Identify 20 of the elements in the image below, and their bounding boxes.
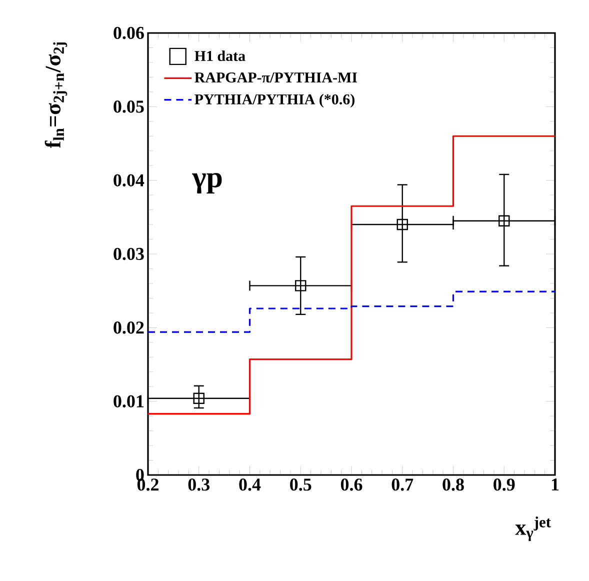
annotation: γp — [192, 173, 222, 194]
x-tick-label: 1 — [552, 478, 559, 490]
x-tick-label: 0.3 — [188, 478, 210, 491]
legend-label: PYTHIA/PYTHIA (*0.6) — [194, 94, 354, 108]
x-tick-label: 0.6 — [340, 478, 362, 491]
x-tick-label: 0.5 — [290, 478, 312, 491]
y-tick-label: 0.06 — [114, 26, 144, 40]
y-axis-title: f$_{ln}$=σ$_{2j+n}$/σ$_{2j}$ — [44, 42, 68, 148]
legend-label: RAPGAP-π/PYTHIA-MI — [194, 72, 358, 83]
legend-label: H1 data — [194, 50, 246, 62]
y-tick-label: 0.04 — [114, 174, 144, 186]
y-tick-label: 0.03 — [114, 248, 144, 260]
x-tick-label: 0.7 — [392, 478, 414, 491]
x-axis-title: x$_{γ}$jet — [515, 516, 551, 542]
y-tick-label: 0.01 — [114, 395, 144, 408]
x-tick-label: 0.4 — [239, 478, 261, 491]
y-tick-label: 0.02 — [114, 322, 144, 334]
x-tick-label: 0.9 — [494, 478, 515, 491]
y-tick-label: 0.05 — [114, 100, 144, 113]
x-tick-label: 0.8 — [442, 478, 464, 491]
